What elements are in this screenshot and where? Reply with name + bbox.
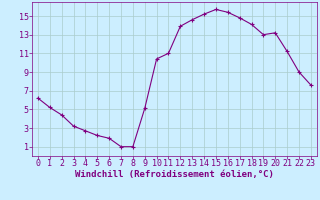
- X-axis label: Windchill (Refroidissement éolien,°C): Windchill (Refroidissement éolien,°C): [75, 170, 274, 179]
